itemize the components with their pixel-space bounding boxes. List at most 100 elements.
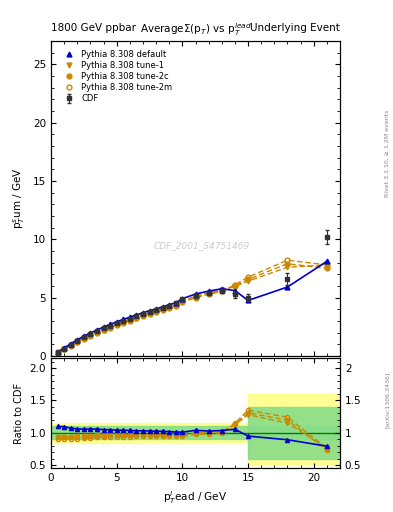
Line: Pythia 8.308 tune-2m: Pythia 8.308 tune-2m (55, 258, 329, 355)
Pythia 8.308 tune-2c (180, 298, 185, 305)
Pythia 8.308 tune-2m (246, 274, 250, 280)
Pythia 8.308 tune-1 (173, 302, 178, 308)
Pythia 8.308 default (114, 318, 119, 325)
Pythia 8.308 default (180, 295, 185, 302)
Pythia 8.308 tune-1 (147, 310, 152, 316)
Pythia 8.308 tune-1 (114, 321, 119, 327)
Pythia 8.308 tune-1 (206, 290, 211, 296)
Pythia 8.308 tune-2c (75, 338, 80, 345)
Pythia 8.308 default (167, 302, 172, 308)
Pythia 8.308 tune-2c (173, 302, 178, 308)
Pythia 8.308 tune-1 (127, 316, 132, 323)
Pythia 8.308 tune-2c (108, 324, 112, 330)
Pythia 8.308 tune-2c (160, 306, 165, 312)
Pythia 8.308 tune-2m (75, 339, 80, 345)
Pythia 8.308 default (147, 308, 152, 314)
Pythia 8.308 tune-1 (68, 342, 73, 348)
Pythia 8.308 tune-1 (285, 264, 290, 270)
Text: [arXiv:1306.3436]: [arXiv:1306.3436] (385, 371, 389, 428)
Pythia 8.308 default (75, 337, 80, 343)
Pythia 8.308 tune-1 (101, 327, 106, 333)
Pythia 8.308 tune-1 (82, 335, 86, 341)
Pythia 8.308 tune-1 (193, 293, 198, 300)
Pythia 8.308 tune-2m (108, 325, 112, 331)
Pythia 8.308 tune-2m (206, 291, 211, 297)
Pythia 8.308 tune-1 (121, 319, 126, 325)
Pythia 8.308 tune-2c (55, 350, 60, 356)
Pythia 8.308 default (246, 297, 250, 304)
Pythia 8.308 tune-1 (88, 332, 93, 338)
Pythia 8.308 tune-2c (325, 265, 329, 271)
Pythia 8.308 default (95, 327, 99, 333)
Pythia 8.308 tune-2m (134, 315, 139, 322)
Y-axis label: p$_{T}^{s}$um / GeV: p$_{T}^{s}$um / GeV (12, 167, 28, 229)
Pythia 8.308 tune-2m (173, 303, 178, 309)
Pythia 8.308 tune-2c (88, 332, 93, 338)
Pythia 8.308 default (134, 312, 139, 318)
Pythia 8.308 default (219, 286, 224, 292)
Text: Underlying Event: Underlying Event (250, 23, 340, 33)
Pythia 8.308 tune-2m (180, 300, 185, 306)
Pythia 8.308 tune-1 (95, 329, 99, 335)
Pythia 8.308 default (285, 284, 290, 290)
Pythia 8.308 tune-2m (55, 350, 60, 356)
Pythia 8.308 tune-2m (167, 305, 172, 311)
Pythia 8.308 tune-1 (154, 308, 158, 314)
Text: Average$\Sigma$(p$_{T}$) vs p$_{T}^{lead}$: Average$\Sigma$(p$_{T}$) vs p$_{T}^{lead… (140, 21, 252, 38)
Pythia 8.308 tune-2m (154, 309, 158, 315)
Pythia 8.308 tune-2c (206, 290, 211, 296)
Pythia 8.308 tune-2c (141, 312, 145, 318)
Pythia 8.308 tune-2m (62, 346, 66, 352)
Pythia 8.308 tune-1 (219, 287, 224, 293)
Pythia 8.308 default (193, 291, 198, 297)
Pythia 8.308 tune-2m (141, 313, 145, 319)
Pythia 8.308 default (141, 310, 145, 316)
Pythia 8.308 tune-2m (95, 330, 99, 336)
Pythia 8.308 tune-2m (88, 333, 93, 339)
Text: Rivet 3.1.10, ≥ 1.2M events: Rivet 3.1.10, ≥ 1.2M events (385, 110, 389, 197)
Pythia 8.308 tune-2c (193, 294, 198, 300)
Pythia 8.308 tune-2m (127, 317, 132, 324)
Pythia 8.308 tune-2m (193, 295, 198, 301)
Pythia 8.308 default (108, 322, 112, 328)
Pythia 8.308 default (68, 340, 73, 347)
Pythia 8.308 default (127, 314, 132, 320)
Pythia 8.308 default (121, 316, 126, 323)
Line: Pythia 8.308 default: Pythia 8.308 default (55, 259, 329, 354)
Pythia 8.308 tune-2c (167, 304, 172, 310)
Legend: Pythia 8.308 default, Pythia 8.308 tune-1, Pythia 8.308 tune-2c, Pythia 8.308 tu: Pythia 8.308 default, Pythia 8.308 tune-… (58, 48, 174, 105)
Pythia 8.308 tune-2c (114, 322, 119, 328)
Pythia 8.308 default (206, 288, 211, 294)
Line: Pythia 8.308 tune-2c: Pythia 8.308 tune-2c (55, 261, 329, 355)
Pythia 8.308 tune-1 (108, 324, 112, 330)
Pythia 8.308 default (154, 306, 158, 312)
Pythia 8.308 tune-2m (160, 307, 165, 313)
Pythia 8.308 tune-2c (246, 276, 250, 283)
Pythia 8.308 tune-2c (95, 329, 99, 335)
Line: Pythia 8.308 tune-1: Pythia 8.308 tune-1 (55, 263, 329, 355)
Text: CDF_2001_S4751469: CDF_2001_S4751469 (153, 241, 250, 250)
Pythia 8.308 tune-2m (219, 288, 224, 294)
Pythia 8.308 tune-2c (62, 346, 66, 352)
X-axis label: p$_{T}^{l}$ead / GeV: p$_{T}^{l}$ead / GeV (163, 489, 228, 506)
Pythia 8.308 tune-1 (180, 298, 185, 304)
Pythia 8.308 tune-2m (68, 343, 73, 349)
Pythia 8.308 tune-1 (141, 312, 145, 318)
Pythia 8.308 default (82, 333, 86, 339)
Pythia 8.308 tune-2m (233, 282, 237, 288)
Pythia 8.308 tune-2m (325, 262, 329, 268)
Pythia 8.308 tune-1 (233, 283, 237, 289)
Pythia 8.308 tune-1 (160, 306, 165, 312)
Pythia 8.308 tune-2m (121, 320, 126, 326)
Pythia 8.308 tune-2c (154, 308, 158, 314)
Pythia 8.308 tune-1 (167, 304, 172, 310)
Pythia 8.308 tune-2m (82, 336, 86, 342)
Pythia 8.308 tune-2c (127, 317, 132, 323)
Pythia 8.308 tune-1 (325, 262, 329, 268)
Pythia 8.308 tune-1 (134, 314, 139, 321)
Pythia 8.308 tune-2c (68, 342, 73, 348)
Pythia 8.308 tune-2m (101, 327, 106, 333)
Pythia 8.308 default (233, 287, 237, 293)
Pythia 8.308 tune-2c (219, 287, 224, 293)
Pythia 8.308 tune-2c (134, 314, 139, 321)
